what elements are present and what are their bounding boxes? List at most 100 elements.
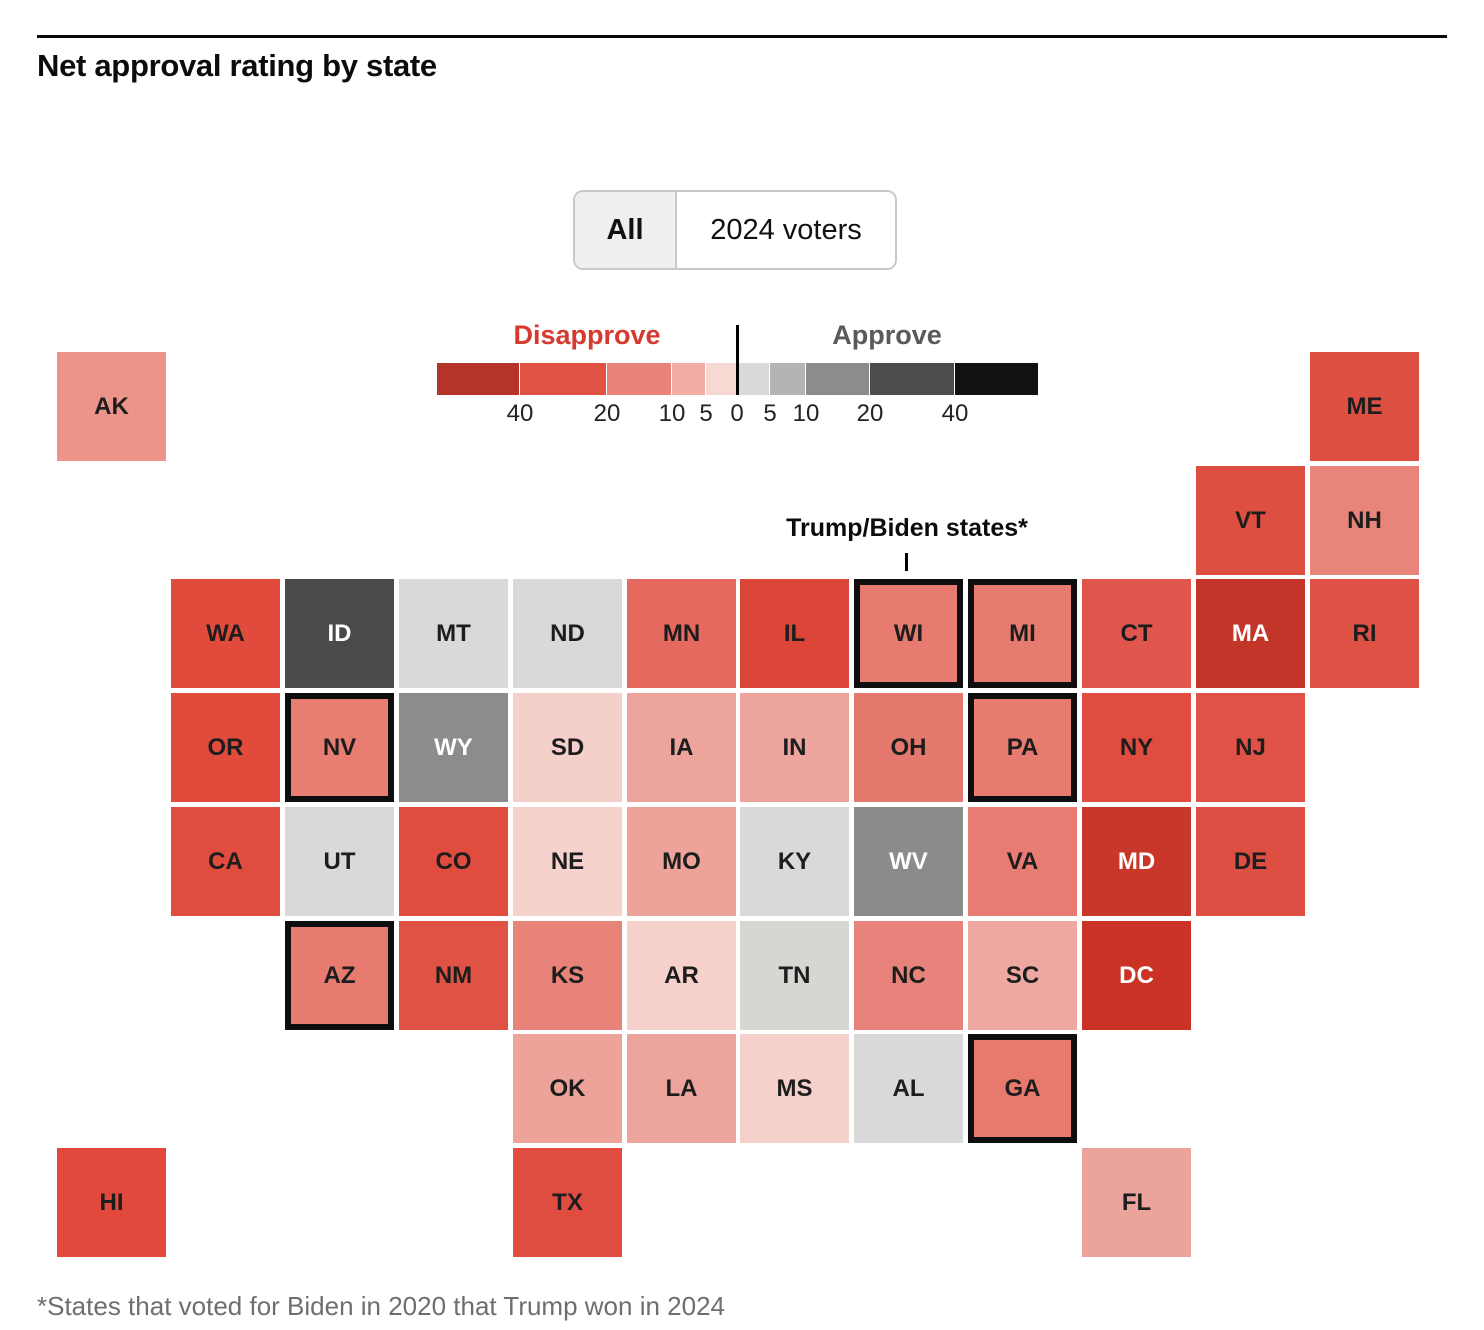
legend-segment-0 (437, 363, 520, 395)
state-tile-ok[interactable]: OK (513, 1034, 622, 1143)
state-tile-co[interactable]: CO (399, 807, 508, 916)
state-label: NC (891, 961, 926, 989)
state-label: VA (1006, 847, 1039, 875)
state-tile-md[interactable]: MD (1082, 807, 1191, 916)
state-tile-la[interactable]: LA (627, 1034, 736, 1143)
state-tile-me[interactable]: ME (1310, 352, 1419, 461)
legend-segment-5 (737, 363, 770, 395)
state-tile-pa[interactable]: PA (968, 693, 1077, 802)
state-tile-nv[interactable]: NV (285, 693, 394, 802)
state-label: WV (889, 847, 928, 875)
state-tile-al[interactable]: AL (854, 1034, 963, 1143)
state-tile-ms[interactable]: MS (740, 1034, 849, 1143)
state-tile-sc[interactable]: SC (968, 921, 1077, 1030)
legend-segment-2 (607, 363, 672, 395)
legend-tick-1: 20 (593, 400, 621, 427)
state-label: PA (1006, 733, 1039, 761)
state-tile-ct[interactable]: CT (1082, 579, 1191, 688)
toggle-option-all[interactable]: All (575, 192, 677, 268)
state-label: ME (1346, 392, 1383, 420)
state-label: NJ (1235, 733, 1266, 761)
state-tile-az[interactable]: AZ (285, 921, 394, 1030)
state-tile-ar[interactable]: AR (627, 921, 736, 1030)
state-label: MA (1231, 619, 1270, 647)
state-tile-tn[interactable]: TN (740, 921, 849, 1030)
legend-segment-8 (870, 363, 955, 395)
state-tile-ut[interactable]: UT (285, 807, 394, 916)
state-tile-dc[interactable]: DC (1082, 921, 1191, 1030)
state-tile-or[interactable]: OR (171, 693, 280, 802)
state-tile-nc[interactable]: NC (854, 921, 963, 1030)
state-tile-id[interactable]: ID (285, 579, 394, 688)
state-tile-wy[interactable]: WY (399, 693, 508, 802)
state-tile-hi[interactable]: HI (57, 1148, 166, 1257)
legend-segment-9 (955, 363, 1038, 395)
state-tile-ny[interactable]: NY (1082, 693, 1191, 802)
state-label: CA (208, 847, 243, 875)
state-label: MO (662, 847, 701, 875)
state-tile-ky[interactable]: KY (740, 807, 849, 916)
state-tile-tx[interactable]: TX (513, 1148, 622, 1257)
legend-segment-6 (770, 363, 806, 395)
chart-title: Net approval rating by state (37, 48, 437, 83)
state-tile-ak[interactable]: AK (57, 352, 166, 461)
state-label: RI (1352, 619, 1377, 647)
state-tile-ca[interactable]: CA (171, 807, 280, 916)
legend-segment-3 (672, 363, 706, 395)
state-tile-nd[interactable]: ND (513, 579, 622, 688)
legend-tick-5: 5 (763, 400, 777, 427)
state-label: DC (1119, 961, 1154, 989)
legend-tick-7: 20 (856, 400, 884, 427)
state-tile-de[interactable]: DE (1196, 807, 1305, 916)
state-tile-sd[interactable]: SD (513, 693, 622, 802)
state-tile-vt[interactable]: VT (1196, 466, 1305, 575)
toggle-option-2024-voters[interactable]: 2024 voters (677, 192, 895, 268)
state-tile-fl[interactable]: FL (1082, 1148, 1191, 1257)
state-tile-va[interactable]: VA (968, 807, 1077, 916)
legend-tick-4: 0 (730, 400, 744, 427)
legend-zero-line (736, 325, 739, 395)
state-tile-wa[interactable]: WA (171, 579, 280, 688)
state-label: FL (1121, 1188, 1152, 1216)
state-tile-mi[interactable]: MI (968, 579, 1077, 688)
legend-tick-8: 40 (941, 400, 969, 427)
state-label: MN (662, 619, 701, 647)
view-toggle[interactable]: All 2024 voters (573, 190, 897, 270)
state-tile-oh[interactable]: OH (854, 693, 963, 802)
state-label: IL (783, 619, 806, 647)
state-label: CO (435, 847, 472, 875)
legend-disapprove-label: Disapprove (513, 320, 661, 350)
state-tile-ia[interactable]: IA (627, 693, 736, 802)
state-tile-nh[interactable]: NH (1310, 466, 1419, 575)
legend-segment-7 (806, 363, 870, 395)
state-tile-ga[interactable]: GA (968, 1034, 1077, 1143)
legend-tick-2: 10 (658, 400, 686, 427)
state-tile-ri[interactable]: RI (1310, 579, 1419, 688)
legend-tick-0: 40 (506, 400, 534, 427)
state-label: UT (323, 847, 356, 875)
state-tile-mo[interactable]: MO (627, 807, 736, 916)
state-label: NH (1347, 506, 1382, 534)
legend-tick-6: 10 (792, 400, 820, 427)
trump-biden-annotation: Trump/Biden states* (786, 514, 1028, 542)
state-label: GA (1004, 1074, 1041, 1102)
state-tile-wi[interactable]: WI (854, 579, 963, 688)
state-tile-mt[interactable]: MT (399, 579, 508, 688)
state-label: IA (669, 733, 694, 761)
state-tile-mn[interactable]: MN (627, 579, 736, 688)
state-tile-ma[interactable]: MA (1196, 579, 1305, 688)
top-rule (37, 35, 1447, 38)
state-tile-ne[interactable]: NE (513, 807, 622, 916)
state-label: OR (207, 733, 244, 761)
state-tile-wv[interactable]: WV (854, 807, 963, 916)
state-tile-ks[interactable]: KS (513, 921, 622, 1030)
trump-biden-annotation-tick (905, 553, 908, 571)
state-tile-il[interactable]: IL (740, 579, 849, 688)
state-label: SC (1005, 961, 1040, 989)
state-tile-in[interactable]: IN (740, 693, 849, 802)
legend-approve-label: Approve (832, 320, 942, 350)
state-tile-nj[interactable]: NJ (1196, 693, 1305, 802)
state-tile-nm[interactable]: NM (399, 921, 508, 1030)
